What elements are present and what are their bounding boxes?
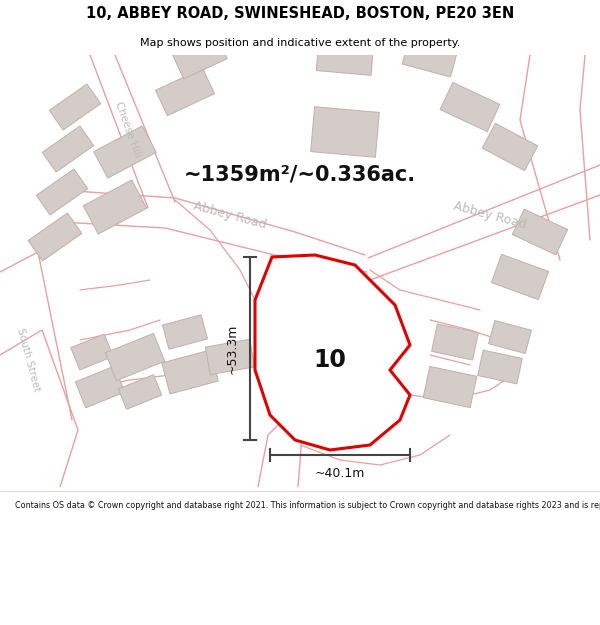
- Polygon shape: [316, 39, 374, 76]
- Text: Map shows position and indicative extent of the property.: Map shows position and indicative extent…: [140, 38, 460, 48]
- Polygon shape: [71, 334, 113, 370]
- Polygon shape: [402, 37, 458, 77]
- Polygon shape: [512, 209, 568, 255]
- Polygon shape: [42, 126, 94, 172]
- Polygon shape: [255, 255, 410, 450]
- Polygon shape: [118, 374, 162, 409]
- Polygon shape: [311, 107, 379, 158]
- Polygon shape: [162, 350, 218, 394]
- Text: 10, ABBEY ROAD, SWINESHEAD, BOSTON, PE20 3EN: 10, ABBEY ROAD, SWINESHEAD, BOSTON, PE20…: [86, 6, 514, 21]
- Polygon shape: [255, 415, 305, 487]
- Polygon shape: [94, 126, 157, 178]
- Text: Abbey Road: Abbey Road: [192, 199, 268, 231]
- Text: Abbey Road: Abbey Road: [452, 199, 528, 231]
- Text: Cheese Hill: Cheese Hill: [113, 101, 143, 159]
- Polygon shape: [36, 169, 88, 215]
- Polygon shape: [105, 333, 165, 381]
- Polygon shape: [83, 180, 147, 234]
- Polygon shape: [75, 366, 125, 408]
- Polygon shape: [344, 368, 386, 397]
- Polygon shape: [431, 324, 478, 360]
- Polygon shape: [491, 254, 548, 299]
- Polygon shape: [49, 84, 101, 130]
- Polygon shape: [365, 165, 600, 285]
- Polygon shape: [60, 55, 175, 210]
- Text: ~40.1m: ~40.1m: [315, 467, 365, 480]
- Polygon shape: [440, 82, 500, 132]
- Text: ~53.3m: ~53.3m: [226, 323, 239, 374]
- Polygon shape: [60, 190, 370, 270]
- Polygon shape: [290, 324, 330, 349]
- Polygon shape: [163, 315, 208, 349]
- Polygon shape: [478, 350, 522, 384]
- Polygon shape: [28, 213, 82, 261]
- Text: 10: 10: [314, 348, 346, 372]
- Text: Contains OS data © Crown copyright and database right 2021. This information is : Contains OS data © Crown copyright and d…: [15, 501, 600, 510]
- Polygon shape: [288, 361, 332, 392]
- Text: South Street: South Street: [15, 327, 41, 393]
- Polygon shape: [205, 339, 254, 375]
- Text: ~1359m²/~0.336ac.: ~1359m²/~0.336ac.: [184, 165, 416, 185]
- Polygon shape: [482, 123, 538, 171]
- Polygon shape: [510, 55, 590, 255]
- Polygon shape: [155, 68, 214, 116]
- Polygon shape: [0, 250, 75, 487]
- Polygon shape: [488, 321, 532, 354]
- Polygon shape: [173, 35, 227, 79]
- Polygon shape: [423, 366, 477, 408]
